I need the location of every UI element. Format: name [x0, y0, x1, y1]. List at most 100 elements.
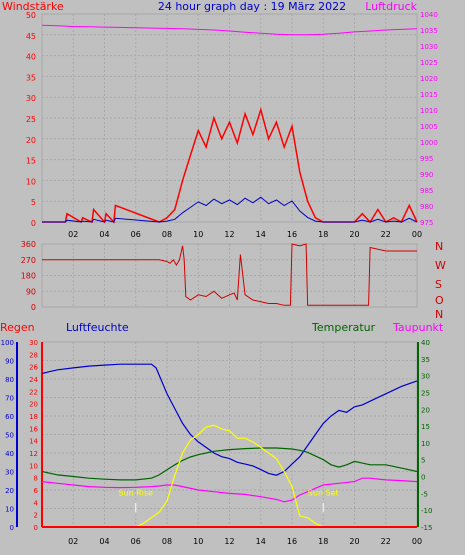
chart-title: 24 hour graph day : 19 März 2022 — [158, 0, 346, 13]
compass-label: W — [435, 259, 446, 272]
time-tick-label: 10 — [193, 537, 203, 546]
rain-axis-title: Regen — [0, 321, 35, 334]
time-tick-label: 20 — [349, 537, 359, 546]
time-tick-label: 10 — [193, 230, 203, 239]
wind-tick-label: 50 — [26, 11, 36, 20]
humidity-tick-label: 18 — [29, 413, 38, 421]
dewpoint-line — [41, 477, 418, 503]
rain-tick-label: 30 — [5, 469, 14, 477]
time-tick-label: 00 — [412, 230, 422, 239]
temperature-tick-label: 35 — [421, 356, 430, 364]
wind-tick-label: 15 — [26, 157, 36, 166]
pressure-tick-label: 975 — [420, 219, 433, 227]
time-tick-label: 08 — [162, 230, 172, 239]
humidity-tick-label: 14 — [29, 438, 38, 446]
temperature-tick-label: 5 — [421, 457, 425, 465]
temperature-tick-label: 15 — [421, 423, 430, 431]
temperature-tick-label: -10 — [421, 507, 432, 515]
pressure-tick-label: 1010 — [420, 107, 438, 115]
pressure-tick-label: 1000 — [420, 139, 438, 147]
time-tick-label: 22 — [381, 537, 391, 546]
pressure-tick-label: 985 — [420, 187, 433, 195]
compass-label: S — [435, 278, 442, 291]
dewpoint-axis-title: Taupunkt — [392, 321, 444, 334]
time-tick-label: 16 — [287, 537, 297, 546]
pressure-tick-label: 980 — [420, 203, 433, 211]
humidity-tick-label: 6 — [34, 487, 39, 495]
rain-tick-label: 80 — [5, 376, 14, 384]
time-tick-label: 14 — [256, 537, 266, 546]
sun-rise-label: Sun Rise — [118, 489, 153, 498]
wind-tick-label: 0 — [31, 219, 36, 228]
pressure-tick-label: 1030 — [420, 43, 438, 51]
rain-tick-label: 100 — [1, 339, 14, 347]
humidity-tick-label: 24 — [29, 376, 38, 384]
temperature-tick-label: 40 — [421, 339, 430, 347]
pressure-tick-label: 1025 — [420, 59, 438, 67]
pressure-tick-label: 1005 — [420, 123, 438, 131]
time-tick-label: 04 — [99, 230, 109, 239]
temperature-axis-title: Temperatur — [311, 321, 376, 334]
rain-tick-label: 40 — [5, 450, 14, 458]
temperature-line — [41, 447, 418, 481]
humidity-tick-label: 30 — [29, 339, 38, 347]
time-tick-label: 04 — [99, 537, 109, 546]
time-tick-label: 12 — [224, 537, 234, 546]
rain-tick-label: 90 — [5, 358, 14, 366]
pressure-tick-label: 1040 — [420, 11, 438, 19]
humidity-tick-label: 28 — [29, 351, 38, 359]
time-tick-label: 12 — [224, 230, 234, 239]
humidity-tick-label: 12 — [29, 450, 38, 458]
humidity-tick-label: 16 — [29, 425, 38, 433]
pressure-axis-title: Luftdruck — [365, 0, 417, 13]
humidity-tick-label: 22 — [29, 388, 38, 396]
wind-direction-line — [42, 243, 417, 306]
humidity-tick-label: 2 — [34, 512, 38, 520]
pressure-series-line — [41, 24, 418, 36]
rain-tick-label: 20 — [5, 487, 14, 495]
compass-label: N — [435, 240, 443, 253]
time-tick-label: 18 — [318, 537, 328, 546]
humidity-tick-label: 20 — [29, 401, 38, 409]
wind-tick-label: 30 — [26, 94, 36, 103]
time-tick-label: 14 — [256, 230, 266, 239]
rain-tick-label: 50 — [5, 432, 14, 440]
pressure-tick-label: 1020 — [420, 75, 438, 83]
wind-tick-label: 45 — [26, 32, 36, 41]
wind-pressure-panel: 0510152025303540455097598098599099510001… — [26, 11, 438, 239]
pressure-tick-label: 1035 — [420, 27, 438, 35]
direction-tick-label: 0 — [31, 303, 36, 312]
humidity-tick-label: 8 — [34, 475, 38, 483]
compass-label: N — [435, 308, 443, 321]
humidity-tick-label: 0 — [34, 524, 38, 532]
temperature-tick-label: -15 — [421, 524, 432, 532]
humidity-tick-label: 26 — [29, 364, 38, 372]
rain-tick-label: 60 — [5, 413, 14, 421]
pressure-tick-label: 995 — [420, 155, 433, 163]
wind-tick-label: 5 — [31, 198, 36, 207]
humidity-axis-title: Luftfeuchte — [66, 321, 129, 334]
time-tick-label: 18 — [318, 230, 328, 239]
direction-tick-label: 360 — [21, 240, 36, 249]
wind-tick-label: 10 — [26, 177, 36, 186]
direction-tick-label: 270 — [21, 256, 36, 265]
humidity-line — [41, 363, 418, 476]
direction-tick-label: 180 — [21, 272, 36, 281]
time-tick-label: 22 — [381, 230, 391, 239]
time-tick-label: 06 — [131, 230, 141, 239]
temperature-tick-label: 30 — [421, 373, 430, 381]
pressure-tick-label: 990 — [420, 171, 433, 179]
time-tick-label: 08 — [162, 537, 172, 546]
humidity-tick-label: 4 — [34, 499, 39, 507]
rain-tick-label: 10 — [5, 506, 14, 514]
pressure-tick-label: 1015 — [420, 91, 438, 99]
temperature-tick-label: 0 — [421, 474, 425, 482]
compass-label: O — [435, 294, 444, 307]
humidity-tick-label: 10 — [29, 462, 38, 470]
time-tick-label: 00 — [412, 537, 422, 546]
rain-tick-label: 70 — [5, 395, 14, 403]
rain-tick-label: 0 — [10, 524, 14, 532]
wind-tick-label: 40 — [26, 53, 36, 62]
temperature-tick-label: 10 — [421, 440, 430, 448]
